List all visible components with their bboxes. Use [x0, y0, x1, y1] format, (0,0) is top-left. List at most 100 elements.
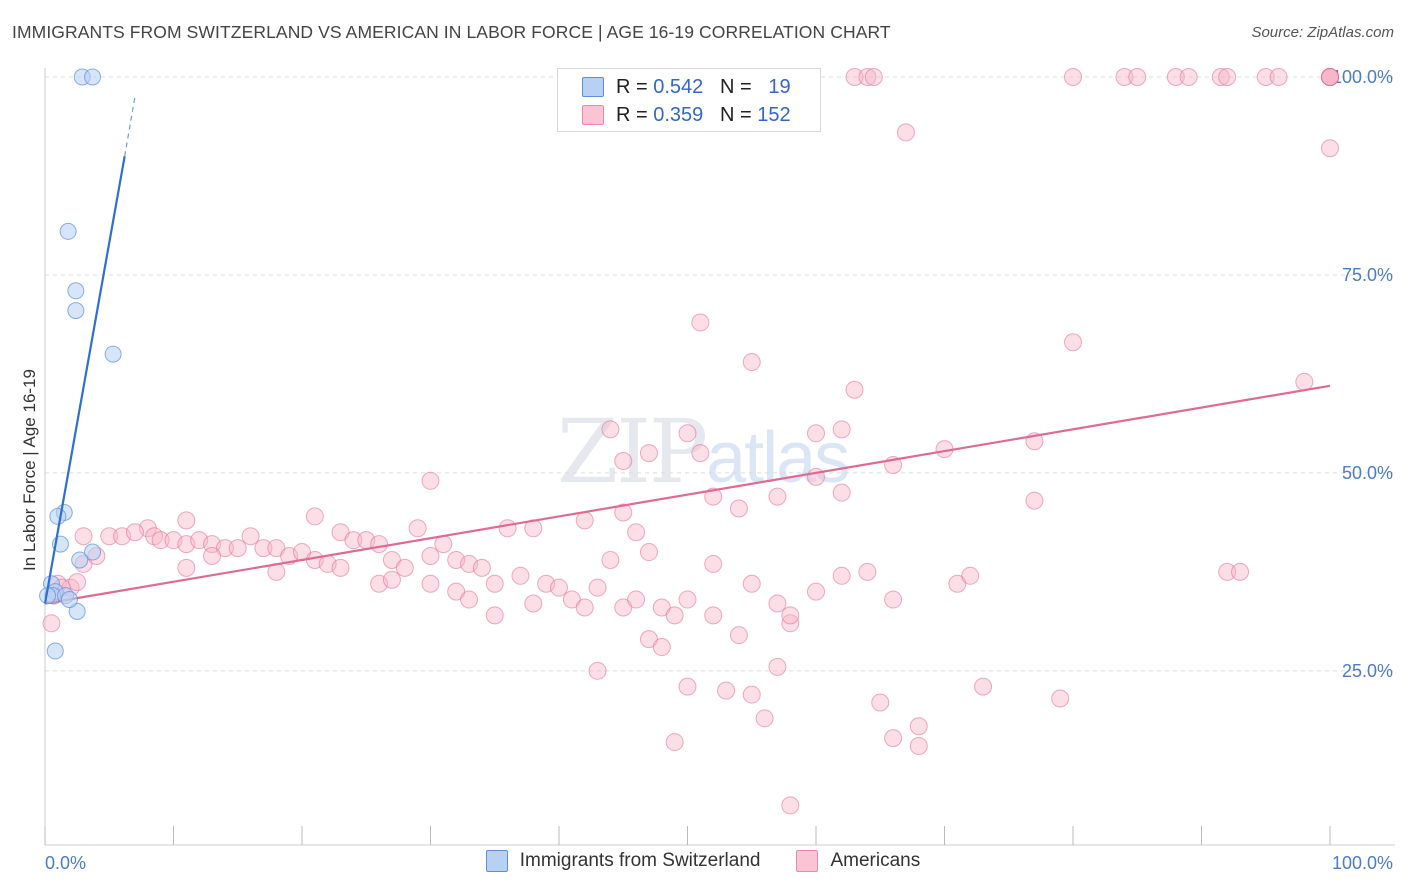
point-americans — [125, 523, 144, 542]
point-americans — [652, 598, 671, 617]
stats-row-switzerland: R = 0.542 N = 19 — [582, 73, 791, 101]
point-switzerland — [84, 543, 102, 561]
point-switzerland — [104, 345, 122, 363]
point-americans — [627, 523, 646, 542]
trendline-switzerland — [43, 155, 126, 604]
point-americans — [421, 574, 440, 593]
point-americans — [472, 558, 491, 577]
point-americans — [768, 487, 787, 506]
stats-swatch-switzerland — [582, 77, 604, 97]
point-americans — [717, 681, 736, 700]
point-americans — [678, 677, 697, 696]
point-americans — [1166, 68, 1185, 86]
point-americans — [729, 499, 748, 518]
legend-item-switzerland[interactable]: Immigrants from Switzerland — [485, 850, 761, 872]
point-americans — [498, 519, 517, 538]
point-americans — [485, 606, 504, 625]
point-americans — [639, 543, 658, 562]
point-americans — [691, 444, 710, 463]
watermark-zip: ZIP — [557, 400, 708, 503]
legend-label-switzerland: Immigrants from Switzerland — [519, 850, 761, 871]
point-americans — [1295, 372, 1314, 391]
legend-swatch-americans — [796, 850, 819, 872]
trendline-switzerland-extension — [124, 96, 136, 157]
point-switzerland — [46, 642, 64, 660]
point-americans — [1231, 562, 1250, 581]
point-americans — [678, 590, 697, 609]
point-americans — [884, 729, 903, 748]
legend-item-americans[interactable]: Americans — [796, 850, 920, 872]
point-americans — [370, 535, 389, 554]
stats-r-value: 0.542 — [653, 75, 704, 98]
point-americans — [421, 547, 440, 566]
point-americans — [382, 570, 401, 589]
point-switzerland — [59, 222, 77, 240]
point-americans — [781, 606, 800, 625]
point-americans — [614, 503, 633, 522]
chart-title: IMMIGRANTS FROM SWITZERLAND VS AMERICAN … — [12, 22, 891, 42]
point-americans — [704, 606, 723, 625]
stats-r-value: 0.359 — [653, 103, 704, 126]
stats-n-value: 152 — [757, 103, 791, 126]
point-americans — [1025, 491, 1044, 510]
point-switzerland — [60, 591, 78, 609]
point-americans — [524, 594, 543, 613]
point-americans — [421, 471, 440, 490]
point-switzerland — [84, 68, 102, 86]
stats-n-label: N = — [719, 75, 752, 98]
point-americans — [1051, 689, 1070, 708]
point-americans — [344, 531, 363, 550]
point-americans — [331, 523, 350, 542]
point-americans — [691, 313, 710, 332]
point-americans — [614, 598, 633, 617]
point-americans — [1269, 68, 1288, 86]
point-americans — [845, 68, 864, 86]
point-americans — [627, 590, 646, 609]
point-switzerland — [68, 602, 86, 620]
point-americans — [575, 511, 594, 530]
point-switzerland — [67, 282, 85, 300]
point-americans — [781, 614, 800, 633]
point-americans — [704, 554, 723, 573]
point-americans — [704, 487, 723, 506]
point-americans — [832, 483, 851, 502]
point-americans — [768, 657, 787, 676]
point-americans — [588, 578, 607, 597]
point-americans — [1064, 68, 1082, 86]
point-americans — [395, 558, 414, 577]
point-americans — [1218, 562, 1237, 581]
point-americans — [974, 677, 993, 696]
point-americans — [781, 796, 800, 815]
point-americans — [832, 420, 851, 439]
point-americans — [948, 574, 967, 593]
point-americans — [1179, 68, 1198, 86]
y-axis-label: In Labor Force | Age 16-19 — [20, 369, 39, 571]
stats-r-label: R = — [616, 75, 648, 98]
point-americans — [305, 507, 324, 526]
point-americans — [755, 709, 774, 728]
y-tick-label: 25.0% — [1342, 661, 1393, 681]
point-americans — [74, 527, 93, 546]
point-americans — [1115, 68, 1134, 86]
point-switzerland — [71, 551, 89, 569]
point-americans — [652, 638, 671, 657]
point-americans — [665, 733, 684, 752]
point-americans — [331, 558, 350, 577]
point-americans — [241, 527, 260, 546]
point-americans — [151, 531, 170, 550]
point-americans — [884, 590, 903, 609]
x-tick-label: 100.0% — [1332, 853, 1393, 873]
stats-row-americans: R = 0.359 N = 152 — [582, 101, 791, 129]
point-americans — [1218, 68, 1237, 86]
point-americans — [742, 574, 761, 593]
y-tick-label: 100.0% — [1332, 67, 1393, 87]
trendline-americans — [44, 384, 1331, 605]
point-americans — [858, 562, 877, 581]
point-americans — [665, 606, 684, 625]
point-americans — [742, 685, 761, 704]
point-americans — [177, 558, 196, 577]
y-tick-label: 75.0% — [1342, 265, 1393, 285]
point-americans — [408, 519, 427, 538]
point-americans — [550, 578, 568, 597]
